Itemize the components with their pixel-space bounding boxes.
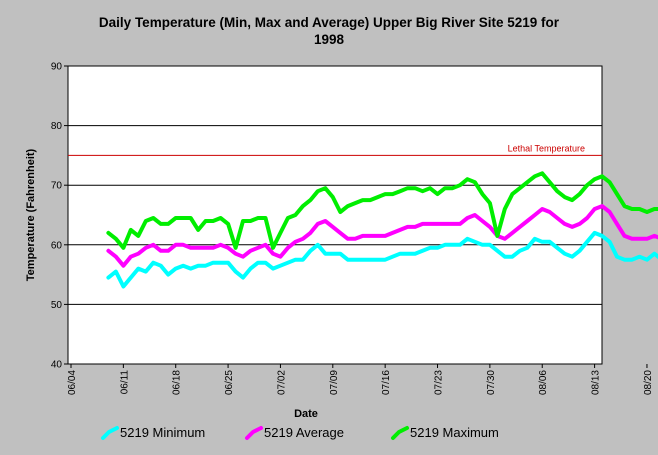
x-tick-label-9: 08/06 xyxy=(538,370,549,395)
series-line-2 xyxy=(106,171,658,250)
x-tick-label-3: 06/25 xyxy=(224,370,235,395)
series-line-1 xyxy=(106,204,658,268)
y-tick-label-70: 70 xyxy=(51,181,63,192)
x-tick-label-11: 08/20 xyxy=(643,370,654,395)
x-tick-label-0: 06/04 xyxy=(67,370,78,395)
x-tick-label-10: 08/13 xyxy=(591,370,602,395)
x-tick-label-7: 07/23 xyxy=(434,370,445,395)
grid-lines xyxy=(68,125,602,305)
y-tick-label-40: 40 xyxy=(51,360,63,371)
x-tick-label-5: 07/09 xyxy=(329,370,340,395)
chart-title-line1: Daily Temperature (Min, Max and Average)… xyxy=(99,15,560,30)
y-tick-label-80: 80 xyxy=(51,121,63,132)
chart-title-line2: 1998 xyxy=(314,32,345,47)
y-axis-title: Temperature (Fahrenheit) xyxy=(25,148,37,281)
legend-label-2: 5219 Maximum xyxy=(410,425,499,440)
reference-line-group: Lethal Temperature xyxy=(68,143,602,156)
y-axis-ticks: 40 50 60 70 80 90 xyxy=(51,62,68,371)
legend-swatch-0 xyxy=(101,426,119,440)
legend-swatch-1 xyxy=(245,426,263,440)
x-tick-label-4: 07/02 xyxy=(276,370,287,395)
legend: 5219 Minimum 5219 Average 5219 Maximum xyxy=(101,425,499,440)
x-axis-title: Date xyxy=(294,408,318,420)
series-line-0 xyxy=(106,230,658,289)
legend-label-1: 5219 Average xyxy=(264,425,344,440)
y-tick-label-90: 90 xyxy=(51,62,63,73)
x-tick-label-1: 06/11 xyxy=(119,370,130,395)
y-tick-label-50: 50 xyxy=(51,300,63,311)
y-tick-label-60: 60 xyxy=(51,240,63,251)
x-axis-ticks: 06/04 06/11 06/18 06/25 07/02 07/09 07/16 07/23… xyxy=(67,364,654,395)
plot-area xyxy=(67,65,603,365)
legend-swatch-2 xyxy=(391,426,409,440)
lethal-temperature-label: Lethal Temperature xyxy=(508,143,585,153)
series-lines xyxy=(106,171,658,289)
x-tick-label-6: 07/16 xyxy=(381,370,392,395)
legend-label-0: 5219 Minimum xyxy=(120,425,205,440)
x-tick-label-2: 06/18 xyxy=(172,370,183,395)
x-tick-label-8: 07/30 xyxy=(486,370,497,395)
